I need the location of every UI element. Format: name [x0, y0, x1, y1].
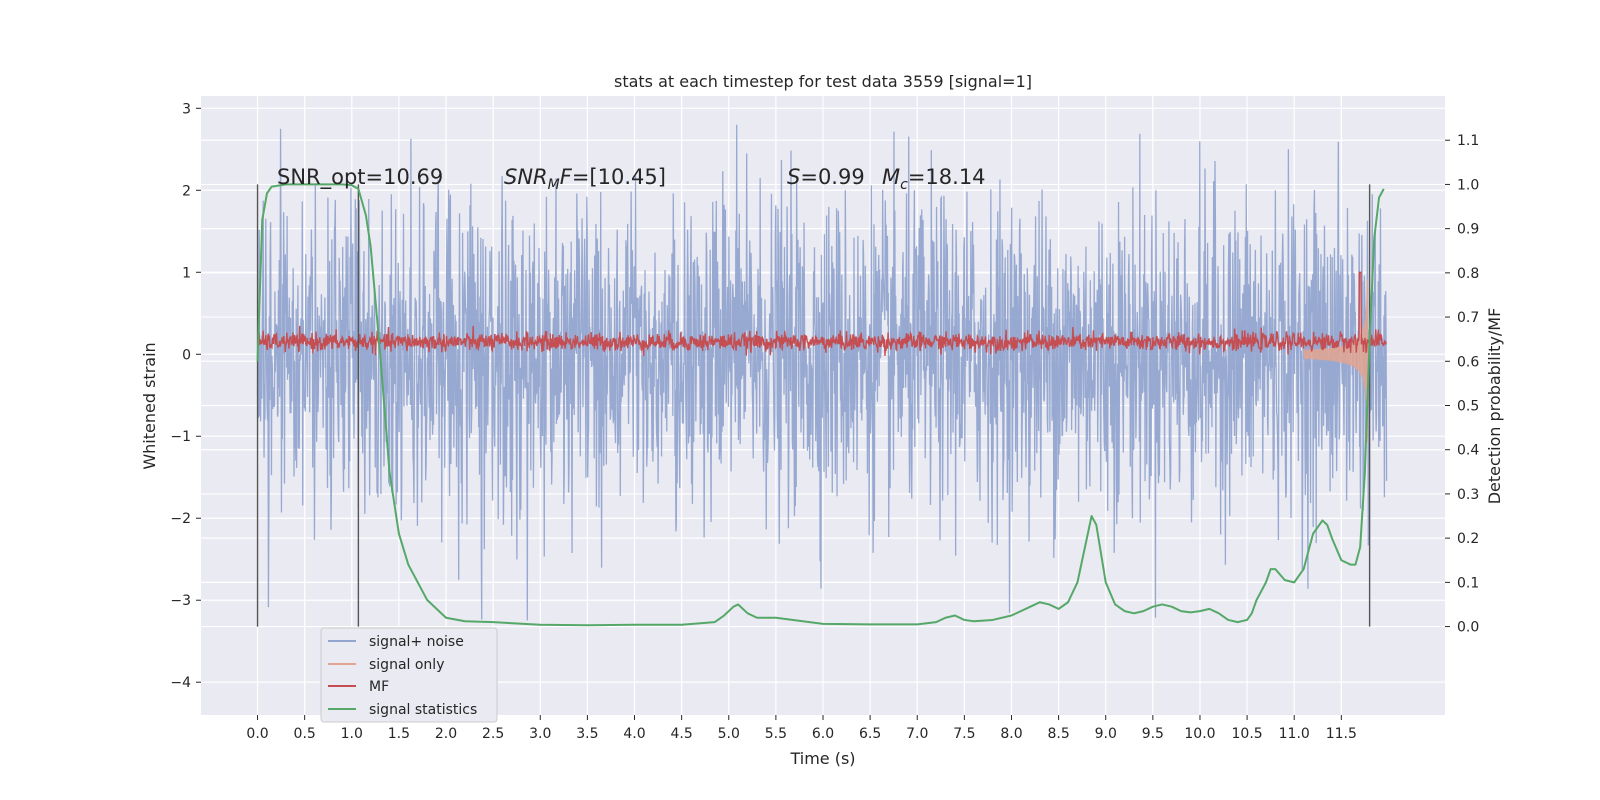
legend-label-signal-only: signal only	[369, 657, 444, 673]
y-right-tick-label: 0.8	[1457, 266, 1479, 282]
y-left-tick-label: 3	[182, 101, 191, 117]
vertical-lines	[256, 184, 1371, 627]
x-tick-label: 11.5	[1326, 726, 1357, 742]
y-left-tick-label: 0	[182, 347, 191, 363]
y-right-tick-label: 0.5	[1457, 399, 1479, 415]
x-tick-label: 2.5	[482, 726, 504, 742]
signal-only-line	[1303, 279, 1369, 443]
y-left-tick-label: −1	[170, 429, 191, 445]
y-left-tick-label: −4	[170, 675, 191, 691]
x-tick-label: 3.5	[576, 726, 598, 742]
x-tick-label: 9.0	[1095, 726, 1117, 742]
y-right-tick-label: 0.7	[1457, 310, 1479, 326]
mf-series	[257, 271, 1387, 356]
chart-title: stats at each timestep for test data 355…	[614, 72, 1032, 91]
tick-labels: 0.0 0.5 1.0 1.5 2.0 2.5 3.0 3.5 4.0 4.5 5.0 5.5 6.0 6…	[170, 101, 1479, 742]
x-tick-label: 7.0	[906, 726, 928, 742]
annotation-mc: Mc=18.14	[882, 165, 986, 193]
y-axis-left-label: Whitened strain	[140, 342, 159, 469]
y-right-tick-label: 0.4	[1457, 443, 1479, 459]
legend-label-mf: MF	[369, 679, 389, 695]
x-tick-label: 4.5	[671, 726, 693, 742]
y-right-tick-label: 0.3	[1457, 487, 1479, 503]
annotation-snr-opt: SNR_opt=10.69	[277, 165, 443, 190]
y-right-tick-label: 0.2	[1457, 531, 1479, 547]
y-right-tick-label: 0.9	[1457, 222, 1479, 238]
annotation-snr-mf: SNRMF=[10.45]	[504, 165, 666, 193]
y-right-tick-label: 0.6	[1457, 354, 1479, 370]
y-right-tick-label: 0.0	[1457, 620, 1479, 636]
y-left-tick-label: −3	[170, 593, 191, 609]
mf-line	[257, 271, 1387, 356]
y-right-tick-label: 1.0	[1457, 177, 1479, 193]
x-tick-label: 9.5	[1142, 726, 1164, 742]
x-tick-label: 8.0	[1000, 726, 1022, 742]
signal-statistics-line	[256, 183, 1385, 627]
signal-statistics-series	[256, 183, 1385, 627]
x-tick-label: 11.0	[1279, 726, 1310, 742]
legend-label-signal-noise: signal+ noise	[369, 634, 464, 650]
y-axis-right-label: Detection probability/MF	[1485, 308, 1504, 505]
x-tick-label: 1.5	[388, 726, 410, 742]
x-tick-label: 8.5	[1047, 726, 1069, 742]
x-tick-label: 6.5	[859, 726, 881, 742]
x-tick-label: 5.0	[718, 726, 740, 742]
legend-label-signal-statistics: signal statistics	[369, 702, 477, 718]
y-right-tick-label: 1.1	[1457, 133, 1479, 149]
y-left-tick-label: 2	[182, 183, 191, 199]
x-tick-label: 10.0	[1184, 726, 1215, 742]
x-tick-label: 2.0	[435, 726, 457, 742]
signal-only-series	[1303, 279, 1369, 443]
y-left-tick-label: 1	[182, 265, 191, 281]
legend: signal+ noise signal only MF signal stat…	[320, 627, 498, 723]
x-tick-label: 4.0	[623, 726, 645, 742]
y-right-tick-label: 0.1	[1457, 575, 1479, 591]
x-tick-label: 6.0	[812, 726, 834, 742]
x-tick-label: 0.5	[294, 726, 316, 742]
x-tick-label: 5.5	[765, 726, 787, 742]
x-tick-label: 1.0	[341, 726, 363, 742]
annotation-s-value: S=0.99	[787, 165, 865, 189]
x-tick-label: 0.0	[246, 726, 268, 742]
x-tick-label: 3.0	[529, 726, 551, 742]
x-tick-label: 7.5	[953, 726, 975, 742]
x-tick-label: 10.5	[1232, 726, 1263, 742]
y-left-tick-label: −2	[170, 511, 191, 527]
x-axis-label: Time (s)	[789, 749, 855, 768]
legend-box	[320, 627, 498, 723]
